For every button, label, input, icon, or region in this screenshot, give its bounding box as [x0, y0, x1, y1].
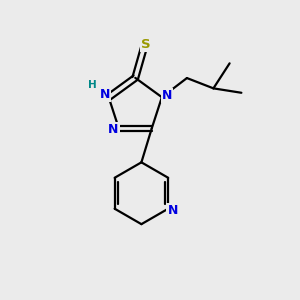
Text: S: S	[141, 38, 150, 51]
Text: N: N	[167, 204, 178, 217]
Text: N: N	[108, 123, 119, 136]
Text: N: N	[100, 88, 110, 101]
Text: H: H	[88, 80, 97, 90]
Text: N: N	[162, 89, 172, 102]
